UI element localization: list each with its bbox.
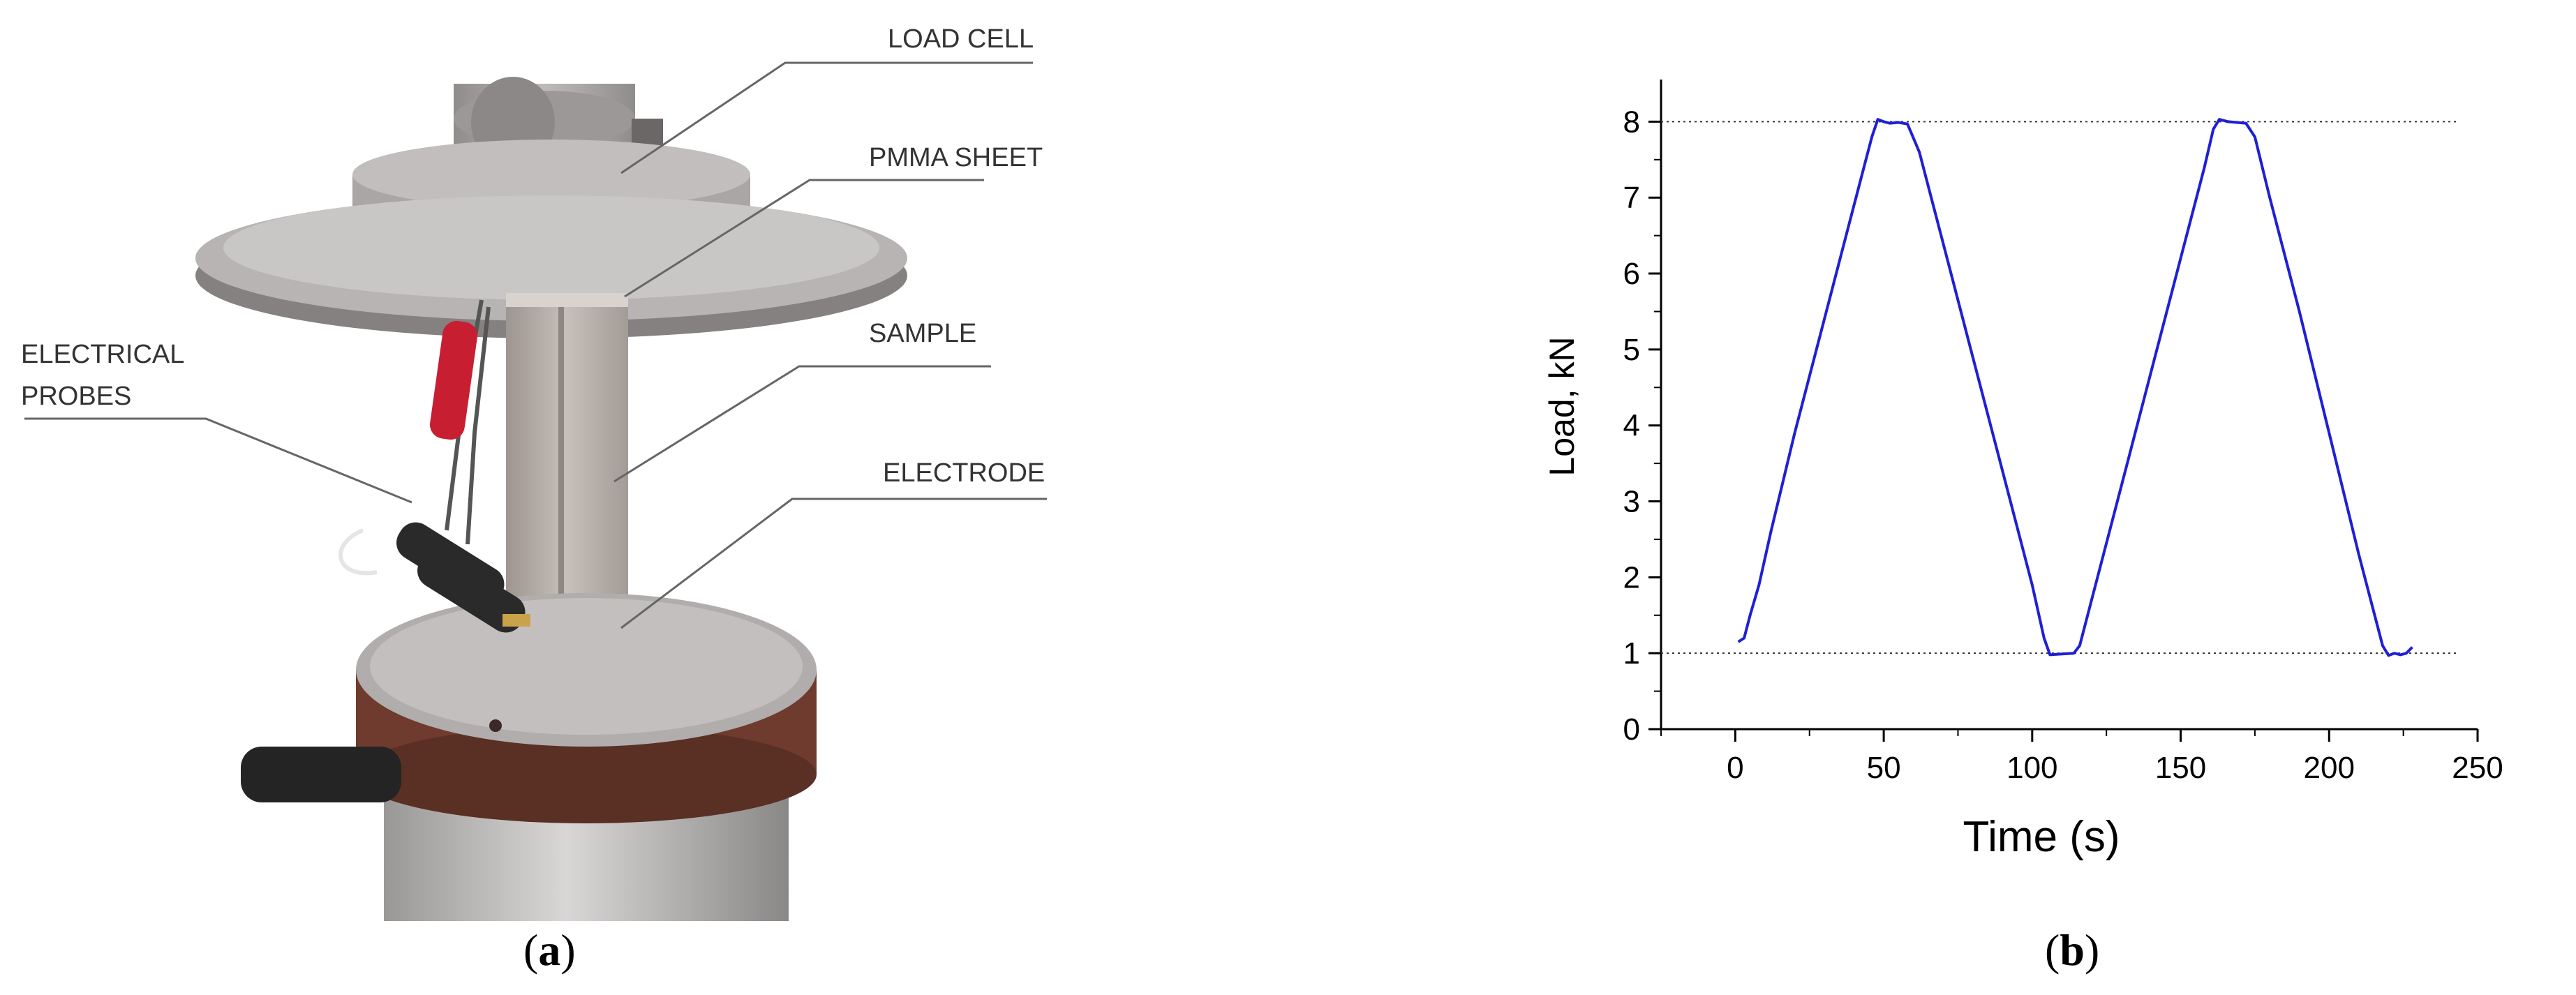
callout-sample: SAMPLE — [869, 319, 976, 348]
y-tick-label-6: 6 — [1623, 257, 1640, 291]
x-tick-label-200: 200 — [2304, 751, 2355, 785]
y-tick-label-2: 2 — [1623, 560, 1640, 594]
x-tick-label-50: 50 — [1867, 751, 1901, 785]
load-time-chart: 0 50 100 150 200 250 0 1 2 3 4 5 6 7 8 Time (s) Load, kN — [1542, 80, 2503, 861]
y-tick-label-8: 8 — [1623, 105, 1640, 139]
leader-load-cell — [620, 61, 1033, 174]
y-tick-label-5: 5 — [1623, 333, 1640, 367]
callout-leaders — [24, 61, 1047, 629]
y-axis-title: Load, kN — [1542, 336, 1581, 476]
panel-a-caption: (a) — [523, 925, 576, 975]
y-tick-label-4: 4 — [1623, 409, 1640, 443]
y-tick-label-0: 0 — [1623, 712, 1640, 747]
pmma-sheet-shape — [506, 293, 628, 307]
callout-pmma-sheet: PMMA SHEET — [869, 143, 1043, 172]
x-tick-label-0: 0 — [1727, 751, 1743, 785]
callout-electrode: ELECTRODE — [883, 458, 1045, 488]
callout-load-cell: LOAD CELL — [888, 24, 1034, 54]
x-tick-label-100: 100 — [2007, 751, 2057, 785]
y-tick-label-1: 1 — [1623, 636, 1640, 671]
base-fixture — [241, 593, 817, 921]
photo-panel: LOAD CELL PMMA SHEET ELECTRICAL PROBES S… — [0, 0, 1186, 995]
panel-b-caption: (b) — [2045, 925, 2100, 975]
x-axis-title: Time (s) — [1963, 813, 2120, 861]
x-tick-label-150: 150 — [2155, 751, 2206, 785]
leader-sample — [613, 365, 991, 483]
y-tick-label-7: 7 — [1623, 181, 1640, 215]
leader-electrode — [620, 498, 1047, 629]
callout-electrical-probes-line2: PROBES — [21, 382, 131, 411]
load-series-line-0 — [1737, 118, 2413, 657]
x-tick-label-250: 250 — [2452, 751, 2503, 785]
load-cell-flange — [195, 140, 907, 338]
leader-pmma-sheet — [624, 179, 984, 298]
leader-electrical-probes — [24, 417, 412, 504]
y-tick-label-3: 3 — [1623, 485, 1640, 519]
chart-panel: 0 50 100 150 200 250 0 1 2 3 4 5 6 7 8 Time (s) Load, kN… — [1361, 0, 2576, 995]
callout-electrical-probes-line1: ELECTRICAL — [21, 340, 184, 369]
electrical-probes-shape — [338, 299, 530, 633]
test-fixture-photo: LOAD CELL PMMA SHEET ELECTRICAL PROBES S… — [21, 24, 1047, 921]
